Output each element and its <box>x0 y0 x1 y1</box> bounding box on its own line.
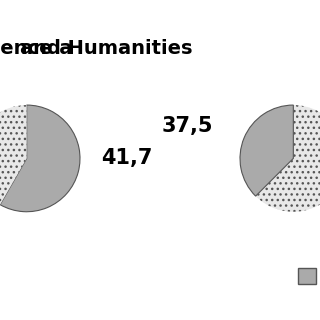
Text: Science a: Science a <box>0 39 72 58</box>
Text: and Humanities: and Humanities <box>20 39 192 58</box>
Wedge shape <box>0 105 27 205</box>
Text: 37,5: 37,5 <box>162 116 213 136</box>
Wedge shape <box>240 105 293 196</box>
Text: 41,7: 41,7 <box>101 148 153 168</box>
Legend: w, Know: w, Know <box>291 261 320 293</box>
Wedge shape <box>0 105 80 212</box>
Wedge shape <box>256 105 320 212</box>
